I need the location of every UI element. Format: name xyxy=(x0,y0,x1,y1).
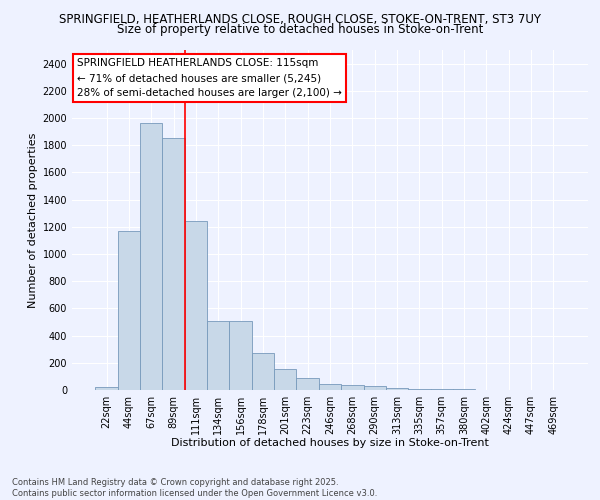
Bar xyxy=(185,220,207,390)
Text: Contains HM Land Registry data © Crown copyright and database right 2025.
Contai: Contains HM Land Registry data © Crown c… xyxy=(12,478,377,498)
Text: SPRINGFIELD HEATHERLANDS CLOSE: 115sqm
← 71% of detached houses are smaller (5,2: SPRINGFIELD HEATHERLANDS CLOSE: 115sqm ←… xyxy=(77,58,342,98)
Text: SPRINGFIELD, HEATHERLANDS CLOSE, ROUGH CLOSE, STOKE-ON-TRENT, ST3 7UY: SPRINGFIELD, HEATHERLANDS CLOSE, ROUGH C… xyxy=(59,12,541,26)
Bar xyxy=(207,320,229,390)
Bar xyxy=(364,386,386,390)
Bar xyxy=(319,384,341,390)
Bar xyxy=(163,138,185,390)
Bar xyxy=(274,369,296,390)
Text: Size of property relative to detached houses in Stoke-on-Trent: Size of property relative to detached ho… xyxy=(117,22,483,36)
Bar xyxy=(252,354,274,390)
Bar xyxy=(229,320,252,390)
X-axis label: Distribution of detached houses by size in Stoke-on-Trent: Distribution of detached houses by size … xyxy=(171,438,489,448)
Bar xyxy=(296,378,319,390)
Bar xyxy=(118,231,140,390)
Bar xyxy=(95,386,118,390)
Bar xyxy=(341,385,364,390)
Bar xyxy=(386,388,408,390)
Bar xyxy=(408,389,431,390)
Y-axis label: Number of detached properties: Number of detached properties xyxy=(28,132,38,308)
Bar xyxy=(140,124,163,390)
